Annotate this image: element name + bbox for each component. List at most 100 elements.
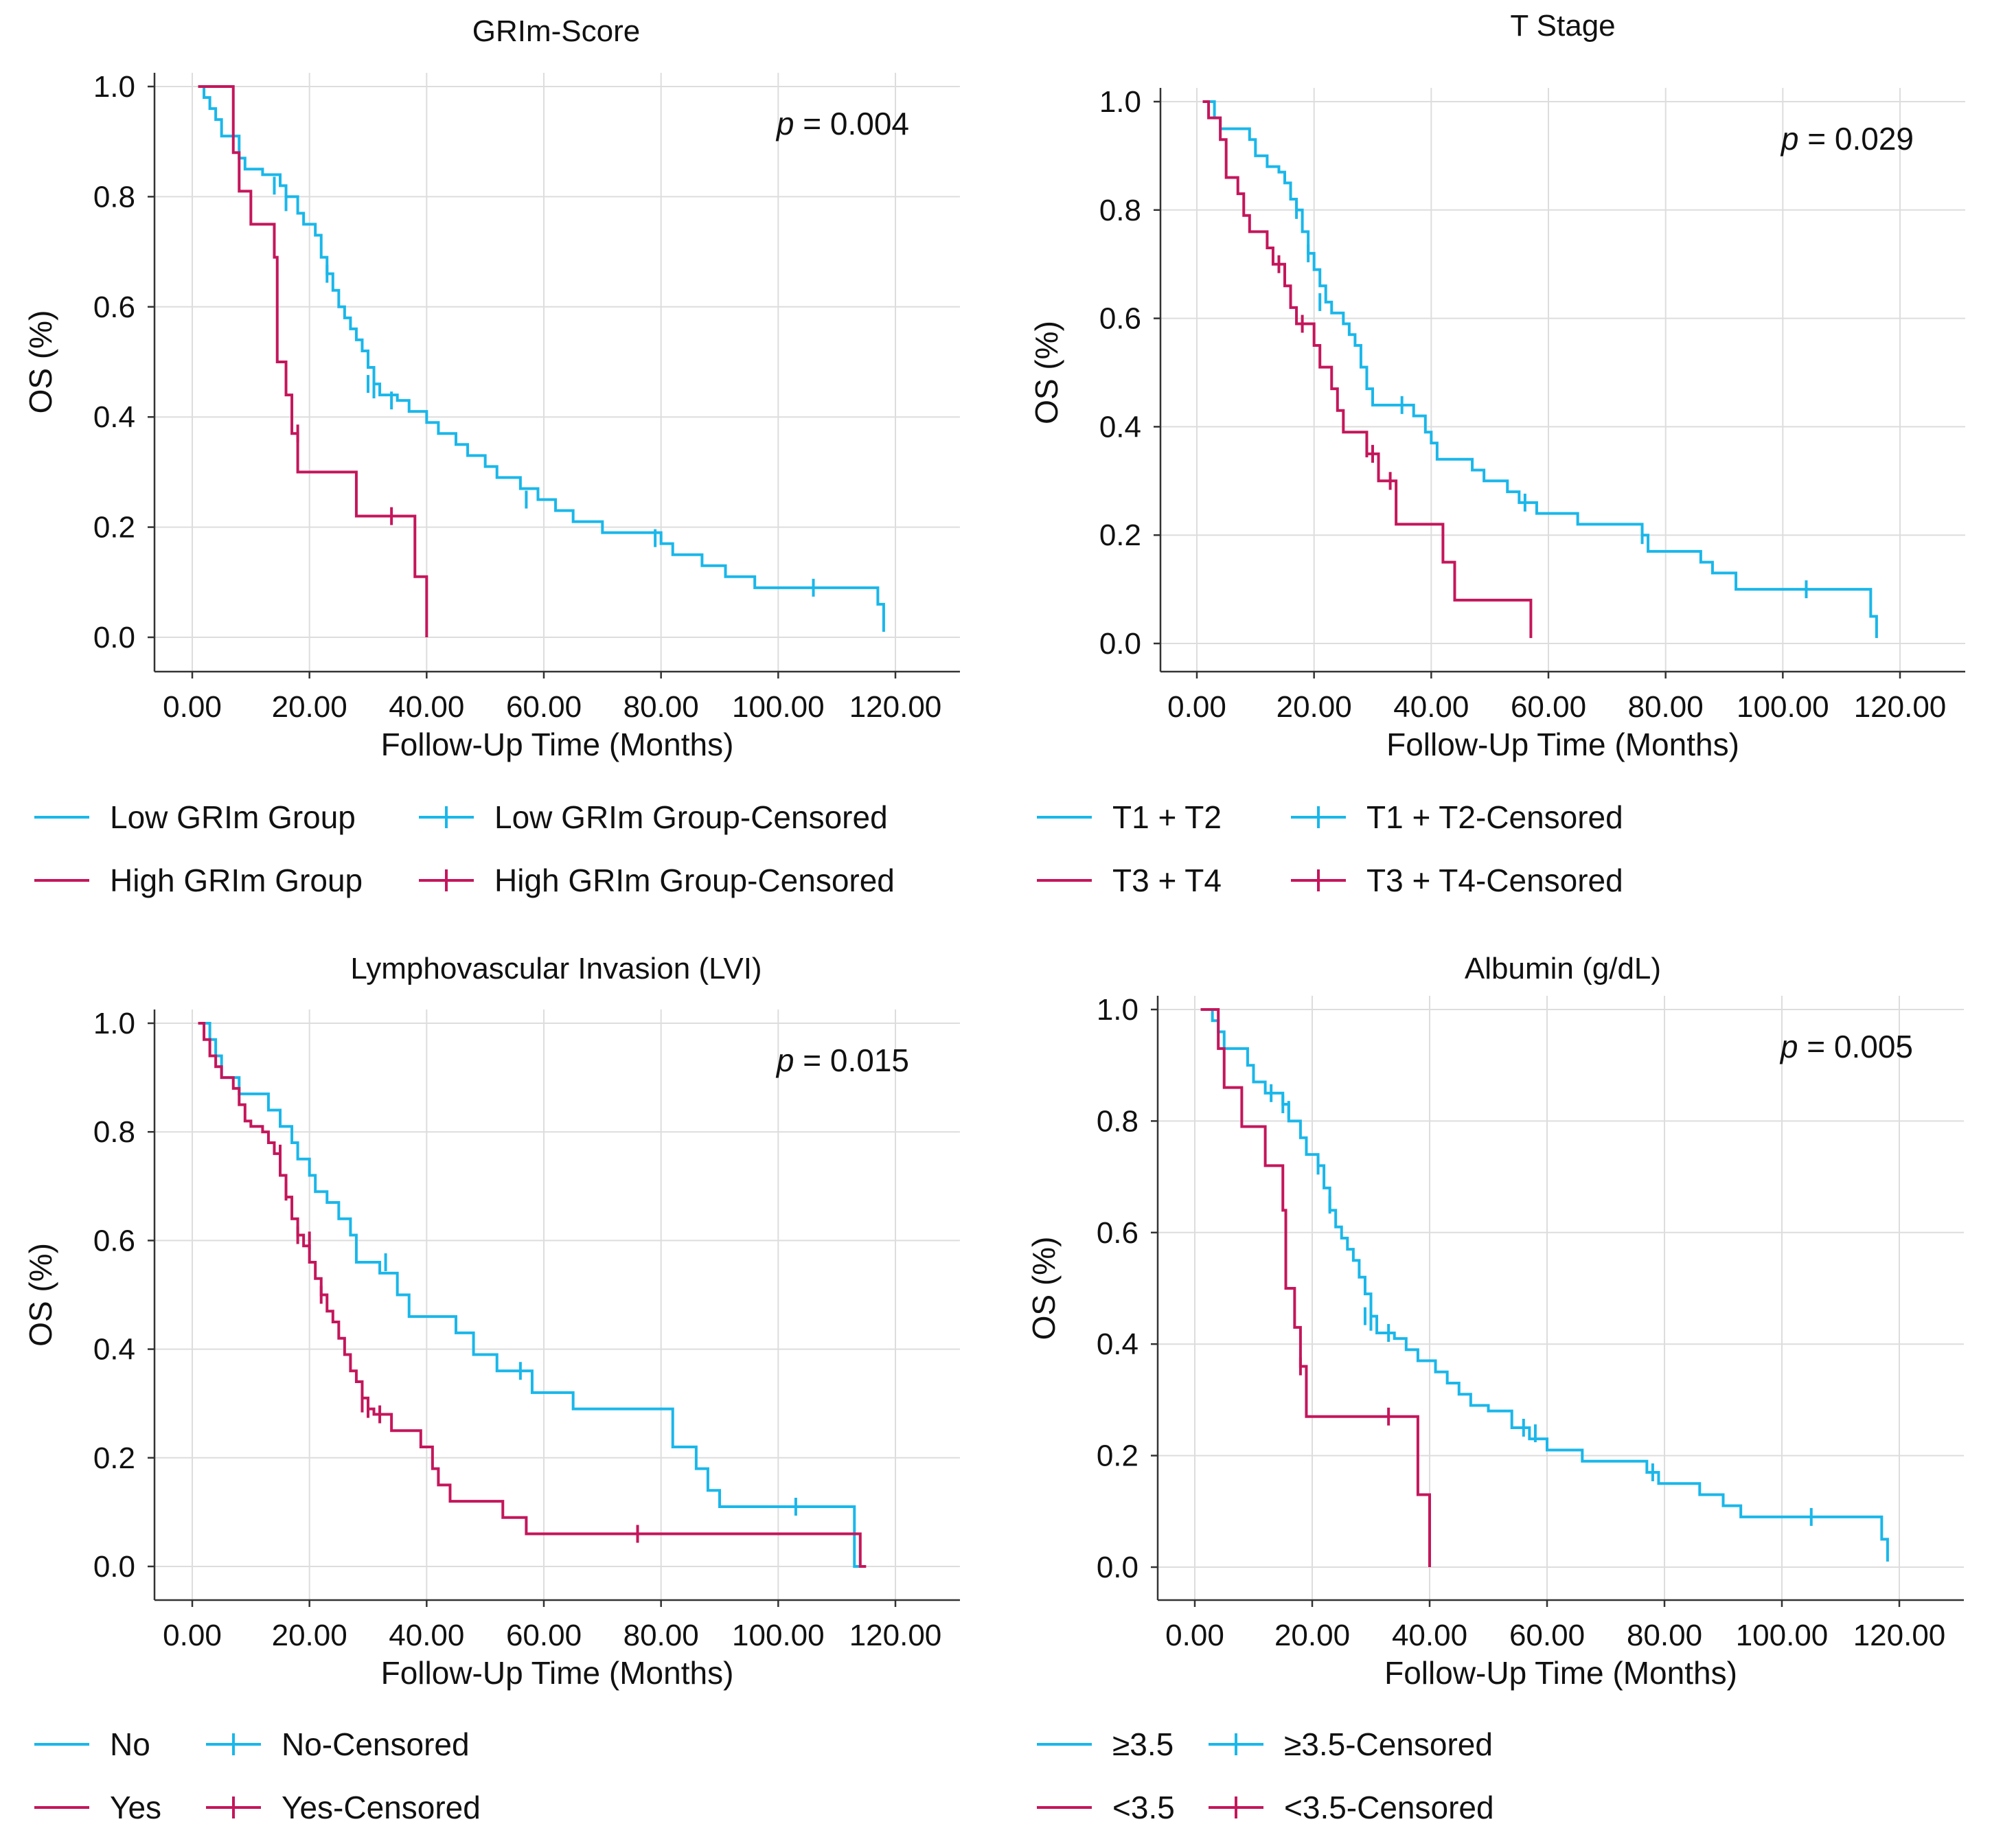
x-axis-label: Follow-Up Time (Months) (381, 1655, 734, 1691)
p-value: = 0.029 (1798, 121, 1914, 157)
panel-title: Lymphovascular Invasion (LVI) (350, 952, 762, 985)
legend-row-2: High GRIm Group High GRIm Group-Censored (34, 863, 895, 898)
km-curve-series-2 (198, 85, 428, 637)
legend-censored-label: T1 + T2-Censored (1366, 799, 1623, 835)
p-symbol: p (775, 106, 794, 141)
y-tick-label: 0.2 (1097, 1439, 1138, 1473)
km-curve-series-1 (198, 1022, 860, 1568)
legend-label: T3 + T4 (1112, 863, 1222, 898)
p-symbol: p (775, 1042, 794, 1078)
legend-label: T1 + T2 (1112, 799, 1222, 835)
y-axis-label: OS (%) (1026, 1237, 1062, 1341)
legend-label: High GRIm Group (110, 863, 363, 898)
x-axis-label: Follow-Up Time (Months) (1384, 1655, 1737, 1691)
x-tick-label: 40.00 (1393, 690, 1469, 724)
x-tick-label: 60.00 (506, 690, 582, 724)
y-tick-label: 1.0 (1099, 85, 1141, 119)
p-symbol: p (1780, 121, 1799, 157)
legend-label: Low GRIm Group (110, 799, 356, 835)
x-tick-label: 100.00 (1737, 690, 1829, 724)
x-tick-label: 20.00 (1277, 690, 1352, 724)
y-tick-label: 0.2 (93, 1441, 135, 1475)
y-tick-label: 1.0 (93, 1007, 135, 1040)
x-tick-label: 100.00 (732, 690, 825, 724)
x-tick-label: 20.00 (272, 1619, 347, 1652)
y-tick-label: 0.8 (93, 1115, 135, 1149)
p-value: = 0.004 (794, 106, 909, 141)
y-axis-label: OS (%) (1029, 321, 1064, 424)
legend-censored-label: T3 + T4-Censored (1366, 863, 1623, 898)
x-tick-label: 0.00 (163, 1619, 222, 1652)
x-tick-label: 0.00 (1167, 690, 1226, 724)
y-tick-label: 0.4 (1097, 1327, 1138, 1361)
y-axis-label: OS (%) (23, 310, 58, 414)
p-value: = 0.005 (1798, 1029, 1913, 1064)
km-curve-series-1 (198, 85, 885, 632)
legend-censored-label: Low GRIm Group-Censored (494, 799, 888, 835)
y-tick-label: 1.0 (93, 70, 135, 104)
p-symbol: p (1779, 1029, 1798, 1064)
p-value-annotation: p = 0.029 (1780, 121, 1914, 157)
legend-row-1: No No-Censored (34, 1726, 470, 1762)
legend-row-1: T1 + T2 T1 + T2-Censored (1037, 799, 1623, 835)
y-tick-label: 0.0 (1099, 627, 1141, 661)
x-axis-label: Follow-Up Time (Months) (381, 727, 734, 762)
km-curve-series-2 (1200, 1008, 1431, 1567)
panel-title: Albumin (g/dL) (1465, 952, 1661, 985)
km-panel-4: Albumin (g/dL) 0.0 0.2 0.4 0.6 0.8 1.0 0.00 20.0… (1026, 952, 1964, 1825)
km-panel-2: T Stage 0.0 0.2 0.4 0.6 0.8 1.0 0.00 20.00 40.00 6… (1029, 9, 1965, 898)
p-value-annotation: p = 0.015 (775, 1042, 909, 1078)
x-tick-label: 120.00 (1853, 1619, 1946, 1652)
y-tick-label: 0.8 (1097, 1104, 1138, 1138)
legend-censored-label: High GRIm Group-Censored (494, 863, 895, 898)
y-tick-label: 0.8 (1099, 194, 1141, 227)
p-value: = 0.015 (794, 1042, 909, 1078)
y-tick-label: 0.0 (93, 1550, 135, 1584)
legend-row-2: <3.5 <3.5-Censored (1037, 1790, 1494, 1825)
y-tick-label: 0.6 (93, 290, 135, 324)
x-tick-label: 60.00 (506, 1619, 582, 1652)
legend-row-2: Yes Yes-Censored (34, 1790, 481, 1825)
km-curve-series-1 (1202, 100, 1878, 639)
legend-censored-label: <3.5-Censored (1284, 1790, 1494, 1825)
y-tick-label: 0.2 (1099, 518, 1141, 552)
legend-label: Yes (110, 1790, 161, 1825)
legend-row-1: ≥3.5 ≥3.5-Censored (1037, 1726, 1493, 1762)
x-tick-label: 20.00 (1274, 1619, 1350, 1652)
y-tick-label: 0.2 (93, 511, 135, 545)
y-tick-label: 0.4 (1099, 410, 1141, 444)
legend-row-1: Low GRIm Group Low GRIm Group-Censored (34, 799, 888, 835)
y-tick-label: 0.0 (1097, 1551, 1138, 1584)
x-tick-label: 40.00 (389, 690, 464, 724)
y-tick-label: 1.0 (1097, 993, 1138, 1027)
x-tick-label: 100.00 (1736, 1619, 1829, 1652)
km-curve-series-1 (1200, 1008, 1889, 1562)
legend-label: No (110, 1726, 150, 1762)
x-axis-label: Follow-Up Time (Months) (1386, 727, 1739, 762)
p-value-annotation: p = 0.005 (1779, 1029, 1913, 1064)
km-panel-3: Lymphovascular Invasion (LVI) 0.0 0.2 0.4 0.… (23, 952, 960, 1825)
y-tick-label: 0.4 (93, 1333, 135, 1367)
y-tick-label: 0.6 (1097, 1216, 1138, 1250)
legend-censored-label: No-Censored (282, 1726, 470, 1762)
km-curve-series-2 (198, 1022, 867, 1568)
legend-censored-label: Yes-Censored (282, 1790, 481, 1825)
legend-row-2: T3 + T4 T3 + T4-Censored (1037, 863, 1623, 898)
y-tick-label: 0.4 (93, 400, 135, 434)
y-tick-label: 0.0 (93, 621, 135, 654)
x-tick-label: 40.00 (389, 1619, 464, 1652)
km-panel-1: GRIm-Score 0.0 0.2 0.4 0.6 0.8 1.0 0.00 20.00 40.… (23, 14, 960, 898)
y-axis-label: OS (%) (23, 1243, 58, 1347)
panel-title: GRIm-Score (472, 14, 640, 48)
x-tick-label: 120.00 (849, 1619, 942, 1652)
panel-title: T Stage (1510, 9, 1615, 43)
legend-label: ≥3.5 (1112, 1726, 1174, 1762)
x-tick-label: 100.00 (732, 1619, 825, 1652)
x-tick-label: 60.00 (1511, 690, 1586, 724)
x-tick-label: 0.00 (163, 690, 222, 724)
y-tick-label: 0.6 (93, 1224, 135, 1257)
legend-label: <3.5 (1112, 1790, 1175, 1825)
x-tick-label: 40.00 (1392, 1619, 1467, 1652)
x-tick-label: 120.00 (1854, 690, 1947, 724)
